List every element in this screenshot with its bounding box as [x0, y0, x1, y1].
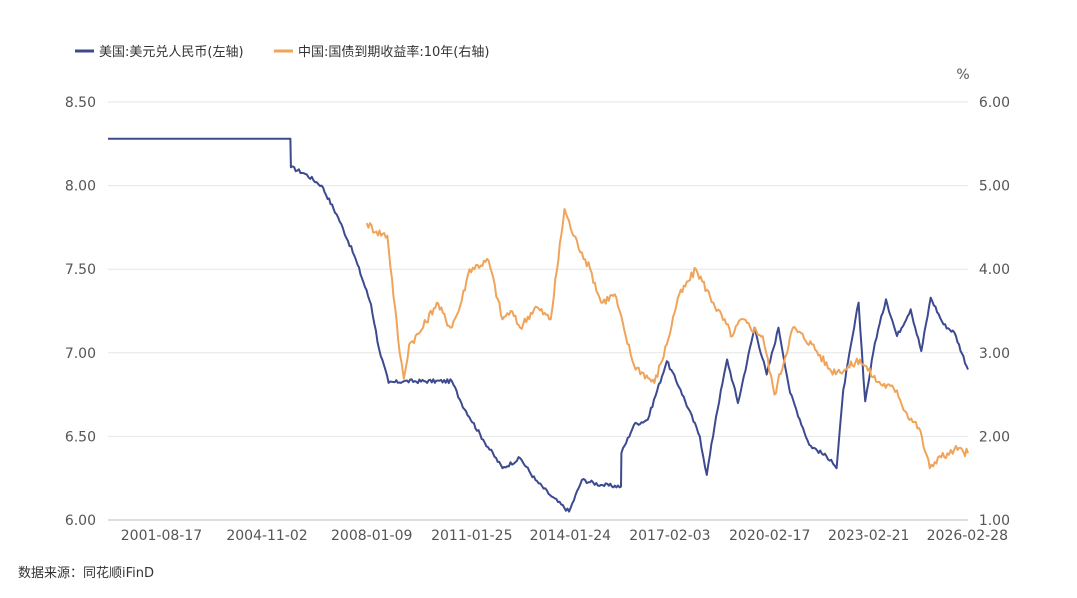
x-tick-label-5: 2017-02-03 — [629, 528, 710, 544]
x-tick-label-8: 2026-02-28 — [927, 528, 1008, 544]
gridlines — [108, 101, 968, 521]
x-tick-label-7: 2023-02-21 — [828, 528, 909, 544]
right-tick-label-3: 4.00 — [979, 262, 1010, 278]
series-line-cn10y[interactable] — [365, 208, 969, 470]
x-tick-label-1: 2004-11-02 — [226, 528, 307, 544]
left-tick-label-4: 8.00 — [65, 179, 96, 195]
legend-label-cn10y: 中国:国债到期收益率:10年(右轴) — [298, 44, 489, 60]
left-tick-label-2: 7.00 — [65, 346, 96, 362]
legend: 美国:美元兑人民币(左轴) 中国:国债到期收益率:10年(右轴) — [75, 44, 489, 60]
right-tick-label-5: 6.00 — [979, 95, 1010, 111]
x-tick-label-3: 2011-01-25 — [431, 528, 512, 544]
left-tick-label-5: 8.50 — [65, 95, 96, 111]
left-axis: 6.00 6.50 7.00 7.50 8.00 8.50 — [65, 95, 96, 529]
left-tick-label-0: 6.00 — [65, 513, 96, 529]
legend-item-cn10y[interactable]: 中国:国债到期收益率:10年(右轴) — [274, 44, 489, 60]
x-tick-label-6: 2020-02-17 — [729, 528, 810, 544]
right-axis-unit: % — [956, 67, 969, 83]
right-tick-label-1: 2.00 — [979, 429, 1010, 445]
right-tick-label-2: 3.00 — [979, 346, 1010, 362]
x-axis: 2001-08-17 2004-11-02 2008-01-09 2011-01-25… — [108, 519, 1008, 544]
x-tick-label-0: 2001-08-17 — [121, 528, 202, 544]
data-source: 数据来源：同花顺iFinD — [18, 566, 155, 581]
series-line-usd-cny[interactable] — [108, 137, 969, 513]
right-axis: 1.00 2.00 3.00 4.00 5.00 6.00 — [979, 95, 1010, 529]
legend-label-usd-cny: 美国:美元兑人民币(左轴) — [99, 45, 244, 60]
x-tick-label-4: 2014-01-24 — [530, 528, 611, 544]
right-tick-label-0: 1.00 — [979, 513, 1010, 529]
legend-item-usd-cny[interactable]: 美国:美元兑人民币(左轴) — [75, 45, 244, 60]
right-tick-label-4: 5.00 — [979, 179, 1010, 195]
series-group — [108, 137, 969, 513]
left-tick-label-3: 7.50 — [65, 262, 96, 278]
x-tick-label-2: 2008-01-09 — [331, 528, 412, 544]
left-tick-label-1: 6.50 — [65, 429, 96, 445]
